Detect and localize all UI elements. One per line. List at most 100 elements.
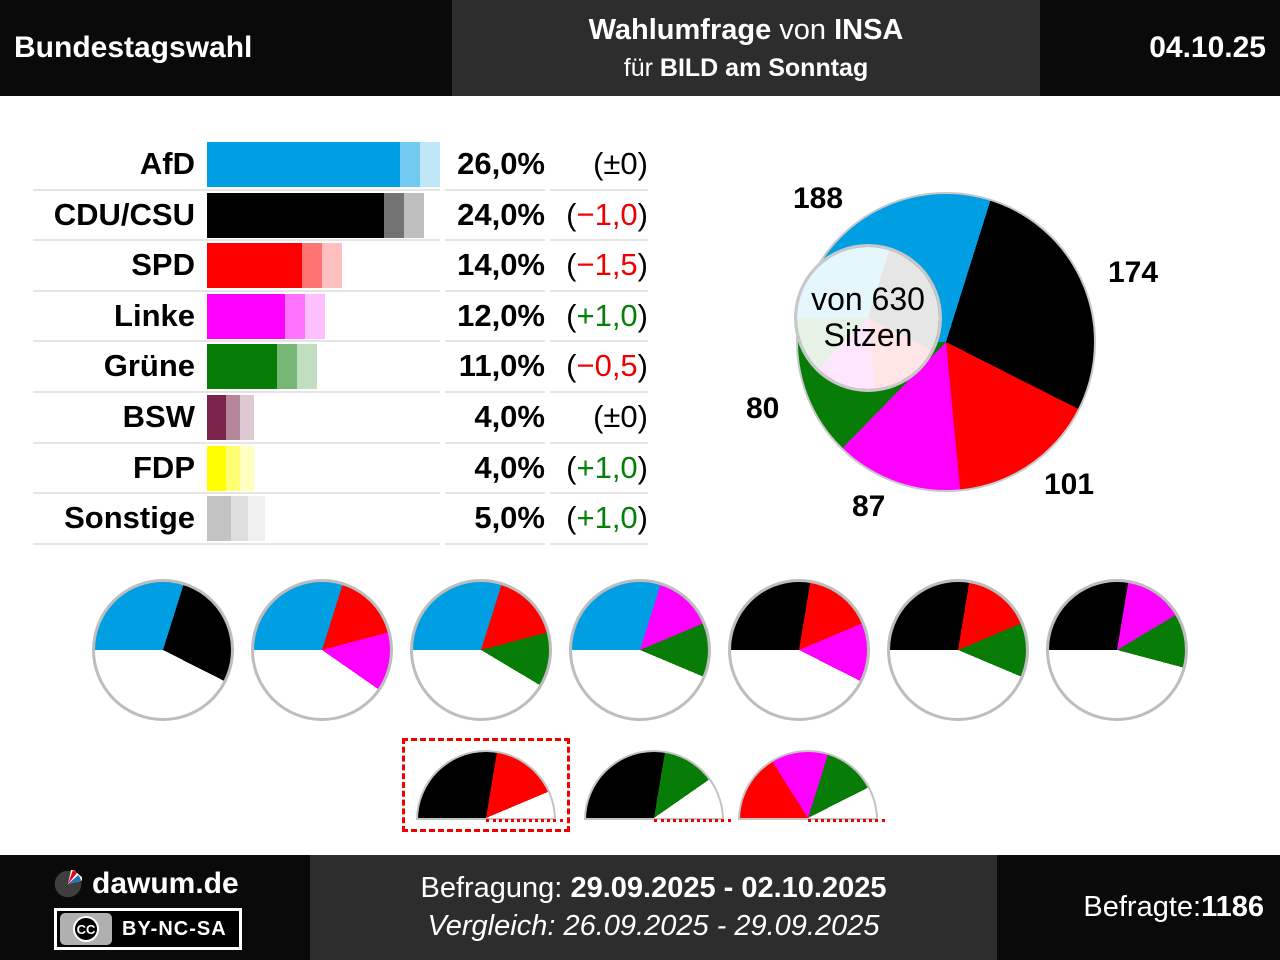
coalition-pie-afd-linke-grne [569, 579, 711, 721]
comparison-period-line: Vergleich: 26.09.2025 - 29.09.2025 [428, 910, 880, 943]
party-bar [207, 192, 404, 238]
bar-endcap-inner [400, 142, 420, 187]
seat-count-label: 87 [852, 490, 886, 523]
party-value: 4,0% [474, 449, 545, 485]
bar-endcap-inner [231, 496, 248, 542]
coalition-pie-cducsu-linke-grne [1046, 579, 1188, 721]
bar-endcap-outer [240, 445, 254, 491]
party-value: 24,0% [457, 196, 545, 232]
respondents-value: 1186 [1201, 891, 1264, 923]
bar-endcap-outer [322, 243, 342, 289]
party-change: (−0,5) [566, 348, 648, 384]
coalition-pie-cducsu-spd-grne [887, 579, 1029, 721]
footer-bar: Befragung: 29.09.2025 - 02.10.2025 Vergl… [0, 855, 1280, 960]
party-value: 5,0% [474, 500, 545, 536]
brand-block: dawum.de CC BY-NC-SA [54, 867, 242, 950]
party-label: SPD [131, 247, 195, 283]
survey-period-line: Befragung: 29.09.2025 - 02.10.2025 [420, 872, 886, 905]
table-row: FDP 4,0% (+1,0) [33, 444, 648, 495]
brand-name: dawum.de [92, 867, 239, 900]
party-label: CDU/CSU [53, 196, 195, 232]
table-row: Linke 12,0% (+1,0) [33, 292, 648, 343]
majority-gap-dotted-line [808, 819, 885, 822]
donut-center-text-line2: Sitzen [823, 317, 913, 353]
bar-endcap-inner [384, 192, 404, 238]
seat-count-label: 174 [1108, 256, 1159, 289]
survey-source-connector: von [771, 13, 835, 46]
dawum-logo-icon [54, 870, 82, 898]
majority-gap-dotted-line [486, 819, 563, 822]
party-bar [207, 445, 240, 491]
publisher-line: für BILD am Sonntag [624, 54, 868, 83]
party-label: BSW [122, 398, 195, 434]
party-change: (±0) [593, 398, 648, 434]
party-value: 14,0% [457, 247, 545, 283]
poll-bar-chart: AfD 26,0% (±0) CDU/CSU 24,0% (−1,0) SPD 14,0% (−… [33, 140, 648, 545]
coalition-pie-cducsu-spd-linke [728, 579, 870, 721]
institute-name: INSA [834, 13, 904, 46]
party-bar [207, 243, 322, 289]
survey-period-dates: 29.09.2025 - 02.10.2025 [570, 872, 887, 904]
table-row: CDU/CSU 24,0% (−1,0) [33, 191, 648, 242]
majority-semicircle-spd-linke-grne [738, 750, 885, 822]
publisher-name: BILD am Sonntag [659, 53, 869, 82]
respondents-label: Befragte: [1083, 891, 1202, 923]
party-label: Sonstige [64, 500, 195, 536]
donut-center-text-line1: von 630 [811, 281, 925, 318]
bar-endcap-outer [297, 344, 317, 390]
publish-date: 04.10.25 [1149, 31, 1266, 64]
party-value: 12,0% [457, 297, 545, 333]
survey-source-line: Wahlumfrage von INSA [589, 14, 904, 47]
seat-count-label: 80 [746, 392, 780, 425]
highlighted-coalition-box [402, 738, 570, 832]
respondents-line: Befragte: 1186 [1083, 855, 1264, 960]
bar-endcap-inner [302, 243, 322, 289]
cc-license-icon: CC [60, 913, 112, 945]
seat-count-label: 188 [793, 182, 844, 215]
header-bar: Bundestagswahl Wahlumfrage von INSA für … [0, 0, 1280, 96]
brand-row: dawum.de [54, 867, 242, 901]
party-change: (+1,0) [566, 297, 648, 333]
table-row: SPD 14,0% (−1,5) [33, 241, 648, 292]
majority-semicircles-row [0, 738, 1280, 832]
publisher-prefix: für [623, 53, 660, 82]
party-bar [207, 394, 240, 440]
comparison-period-dates: 26.09.2025 - 29.09.2025 [563, 910, 880, 942]
coalition-pie-afd-spd-grne [410, 579, 552, 721]
cc-license-text: BY-NC-SA [122, 917, 227, 940]
header-center-band [452, 0, 1040, 96]
table-row: BSW 4,0% (±0) [33, 393, 648, 444]
table-row: Grüne 11,0% (−0,5) [33, 342, 648, 393]
bar-endcap-outer [240, 394, 254, 440]
party-bar [207, 496, 248, 542]
party-bar [207, 344, 297, 390]
header-center: Wahlumfrage von INSA für BILD am Sonntag [452, 0, 1040, 96]
footer-center-band: Befragung: 29.09.2025 - 02.10.2025 Vergl… [310, 855, 997, 960]
party-value: 26,0% [457, 146, 545, 181]
bar-endcap-inner [277, 344, 297, 390]
survey-period-label: Befragung: [420, 872, 571, 904]
majority-semicircle-cducsu-spd [416, 750, 563, 822]
table-row: AfD 26,0% (±0) [33, 140, 648, 191]
party-change: (+1,0) [566, 500, 648, 536]
party-bar [207, 142, 420, 187]
bar-endcap-outer [420, 142, 440, 187]
party-change: (±0) [593, 146, 648, 181]
survey-type-label: Wahlumfrage [588, 13, 772, 46]
majority-gap-dotted-line [654, 819, 731, 822]
party-change: (−1,5) [566, 247, 648, 283]
bar-endcap-inner [285, 293, 305, 339]
party-value: 4,0% [474, 398, 545, 434]
seat-distribution-chart: von 630 Sitzen 188 174 101 87 80 [720, 170, 1200, 530]
party-label: FDP [133, 449, 195, 485]
bar-endcap-inner [226, 394, 240, 440]
coalition-pies-row [0, 579, 1280, 721]
donut-center: von 630 Sitzen [794, 244, 942, 392]
comparison-period-label: Vergleich: [427, 910, 564, 942]
party-change: (−1,0) [566, 196, 648, 232]
party-change: (+1,0) [566, 449, 648, 485]
coalition-pie-afd-cducsu [92, 579, 234, 721]
party-bar [207, 293, 305, 339]
bar-endcap-outer [404, 192, 424, 238]
bar-endcap-inner [226, 445, 240, 491]
